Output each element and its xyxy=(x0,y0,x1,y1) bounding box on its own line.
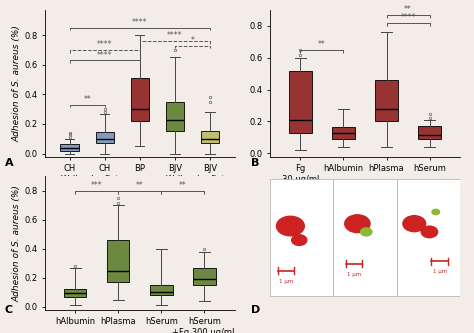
Text: ****: **** xyxy=(167,31,182,40)
Y-axis label: Adhesion of S. aureus (%): Adhesion of S. aureus (%) xyxy=(12,25,21,142)
PathPatch shape xyxy=(64,289,86,297)
Text: *: * xyxy=(191,36,194,45)
PathPatch shape xyxy=(193,268,216,285)
Text: **: ** xyxy=(136,181,144,190)
Text: ****: **** xyxy=(401,13,416,22)
Bar xyxy=(397,179,460,296)
PathPatch shape xyxy=(107,240,129,282)
Circle shape xyxy=(361,228,372,236)
Text: ****: **** xyxy=(97,40,112,49)
Bar xyxy=(333,179,397,296)
PathPatch shape xyxy=(150,285,173,295)
PathPatch shape xyxy=(332,127,355,139)
Text: **: ** xyxy=(179,181,187,190)
PathPatch shape xyxy=(201,131,219,143)
PathPatch shape xyxy=(166,102,184,131)
PathPatch shape xyxy=(419,126,441,139)
Y-axis label: Adhesion of S. aureus (%): Adhesion of S. aureus (%) xyxy=(12,185,21,301)
Text: **: ** xyxy=(318,40,326,49)
PathPatch shape xyxy=(96,132,114,143)
Circle shape xyxy=(421,226,438,238)
Text: 1 μm: 1 μm xyxy=(433,269,447,274)
Text: ***: *** xyxy=(91,181,102,190)
Text: B: B xyxy=(251,159,260,168)
Circle shape xyxy=(432,209,439,215)
Circle shape xyxy=(276,216,304,236)
Text: ****: **** xyxy=(132,18,147,27)
Text: 1 μm: 1 μm xyxy=(347,271,361,276)
PathPatch shape xyxy=(131,78,149,121)
Text: Coating ON: Coating ON xyxy=(341,203,389,212)
Text: A: A xyxy=(5,159,13,168)
Circle shape xyxy=(403,216,426,232)
Text: **: ** xyxy=(83,95,91,104)
PathPatch shape xyxy=(375,80,398,122)
PathPatch shape xyxy=(289,71,311,133)
Text: 1 μm: 1 μm xyxy=(279,279,293,284)
Text: D: D xyxy=(251,305,261,315)
Circle shape xyxy=(345,215,370,232)
Bar xyxy=(270,179,333,296)
Text: ****: **** xyxy=(97,51,112,60)
Text: C: C xyxy=(5,305,13,315)
PathPatch shape xyxy=(61,144,79,151)
Text: **: ** xyxy=(404,5,412,14)
Circle shape xyxy=(292,235,307,245)
